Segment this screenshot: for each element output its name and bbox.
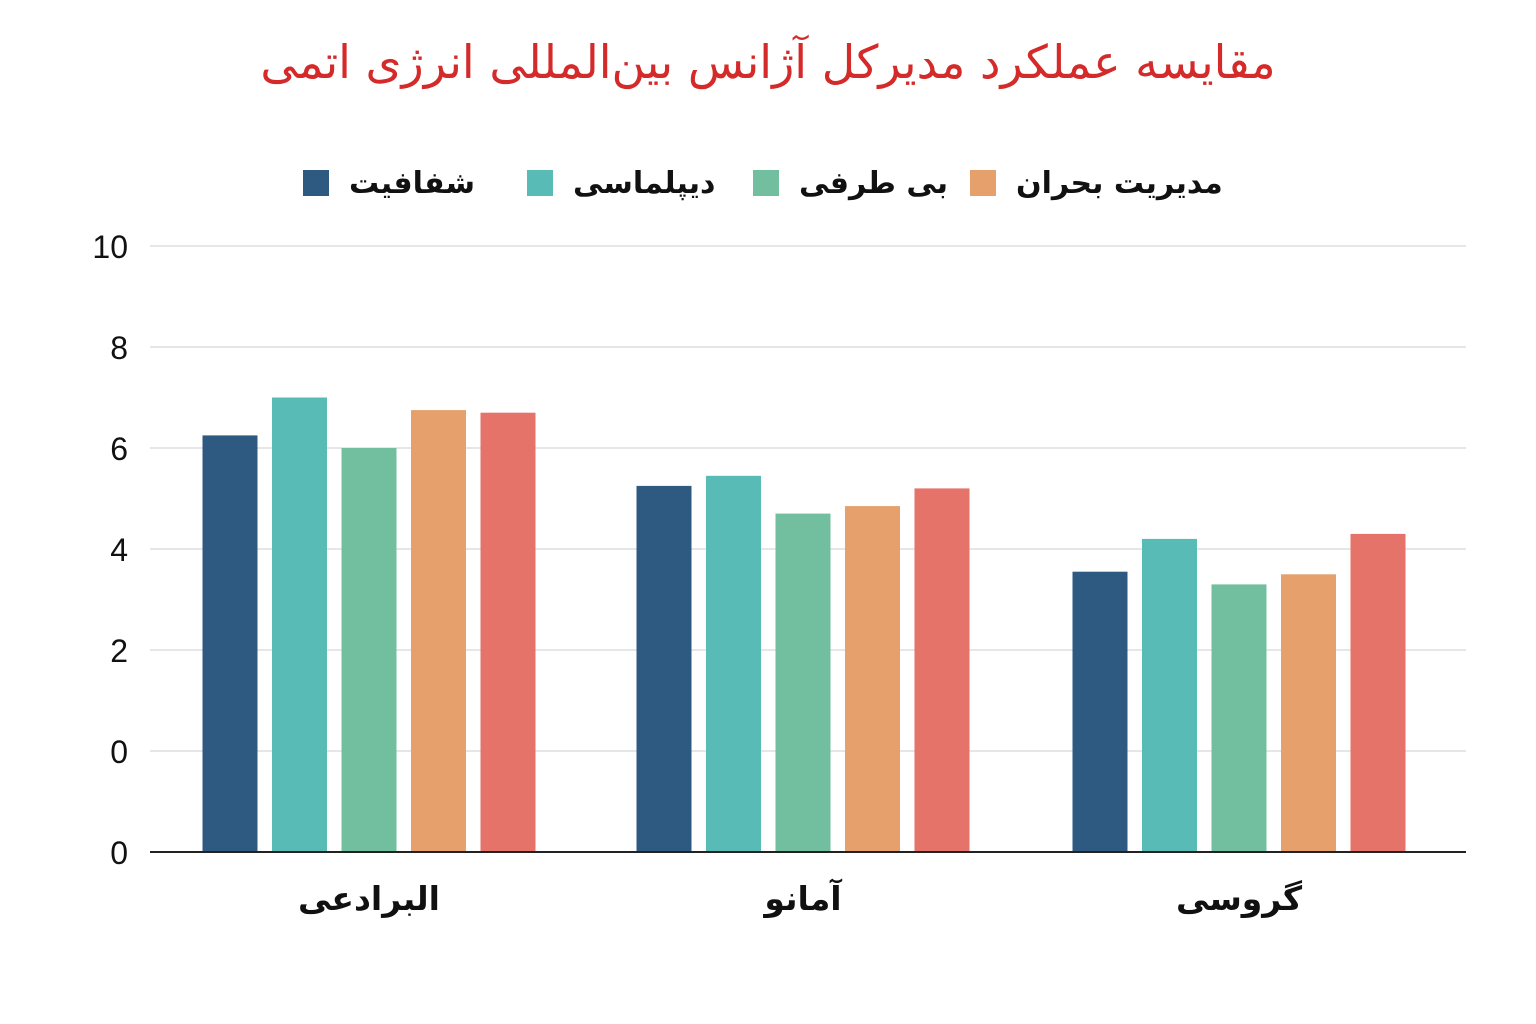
legend-item-transparency: شفافیت [303, 160, 475, 206]
legend-swatch-neutrality [753, 170, 779, 196]
legend-item-crisis-management: مدیریت بحران [970, 160, 1223, 206]
x-category-label: آمانو [762, 878, 842, 919]
bar [914, 488, 970, 852]
bar [480, 412, 536, 852]
bars [202, 397, 1406, 853]
legend-swatch-transparency [303, 170, 329, 196]
legend-item-neutrality: بی طرفی [753, 160, 948, 206]
y-tick-label: 6 [110, 431, 128, 467]
legend: شفافیت دیپلماسی بی طرفی مدیریت بحران [0, 160, 1536, 210]
y-tick-label: 10 [92, 229, 128, 265]
bar [272, 397, 327, 852]
bar [775, 513, 831, 852]
bar [341, 448, 397, 852]
legend-swatch-crisis-management [970, 170, 996, 196]
legend-label-crisis-management: مدیریت بحران [1016, 165, 1223, 201]
bar [1211, 584, 1267, 852]
y-axis-tick-labels: 0 0 2 4 6 8 10 [92, 229, 128, 871]
legend-item-diplomacy: دیپلماسی [527, 160, 715, 206]
chart-title: مقایسه عملکرد مدیرکل آژانس بین‌المللی ان… [260, 35, 1276, 89]
bar [411, 410, 466, 852]
y-tick-label: 4 [110, 532, 128, 568]
legend-label-neutrality: بی طرفی [799, 165, 948, 201]
y-tick-label: 8 [110, 330, 128, 366]
bar [1072, 571, 1128, 852]
x-category-label: گروسی [1176, 879, 1303, 919]
bar [845, 506, 900, 852]
x-axis-category-labels: البرادعی آمانو گروسی [298, 878, 1303, 919]
y-tick-label: 0 [110, 734, 128, 770]
bar [636, 485, 692, 852]
x-category-label: البرادعی [298, 880, 440, 919]
legend-label-transparency: شفافیت [349, 165, 476, 201]
y-tick-label: 0 [110, 835, 128, 871]
bar [1281, 574, 1336, 853]
bar [1350, 533, 1406, 852]
y-tick-label: 2 [110, 633, 128, 669]
bar [1142, 538, 1197, 852]
bar [706, 475, 761, 852]
legend-swatch-diplomacy [527, 170, 553, 196]
legend-label-diplomacy: دیپلماسی [573, 165, 716, 201]
bar [202, 435, 258, 852]
